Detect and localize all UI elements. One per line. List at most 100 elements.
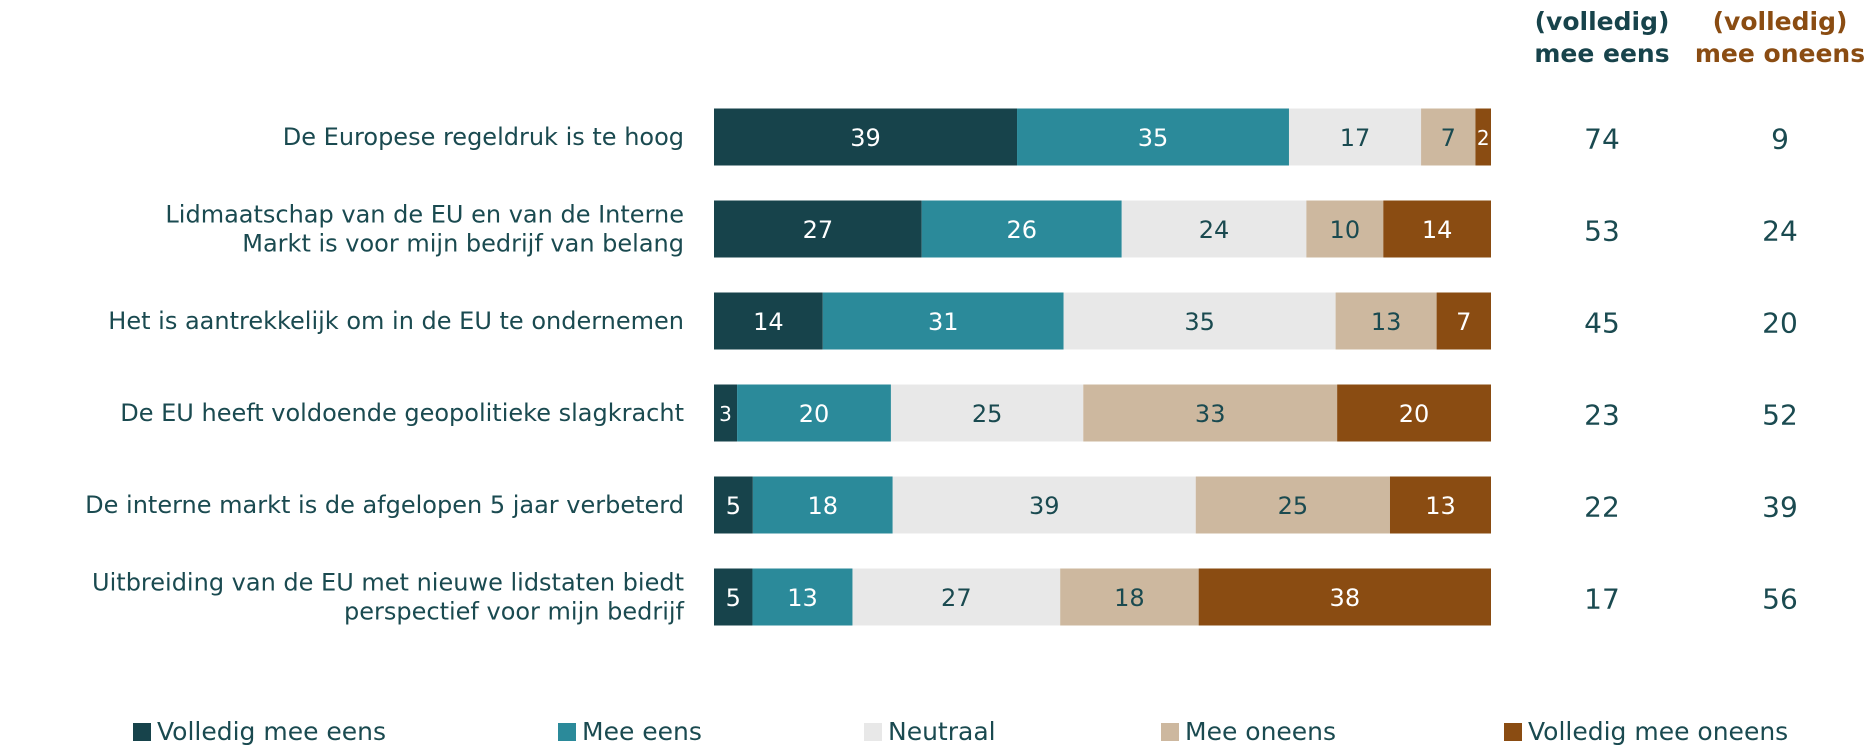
bar-segment <box>714 384 738 442</box>
bar-value-label: 33 <box>1195 400 1226 428</box>
bar-value-label: 18 <box>808 492 839 520</box>
summary-value: 24 <box>1762 215 1798 248</box>
bar-value-label: 39 <box>850 124 881 152</box>
bar-segment <box>1060 568 1199 626</box>
bar-segment <box>1198 568 1491 626</box>
bar-value-label: 13 <box>1425 492 1456 520</box>
bar-segment <box>714 476 753 534</box>
agree-header-line-2: mee eens <box>1534 39 1670 68</box>
summary-value: 22 <box>1584 491 1620 524</box>
category-label: De Europese regeldruk is te hoog <box>283 123 684 151</box>
bar-value-label: 31 <box>928 308 959 336</box>
bar-segment <box>714 568 753 626</box>
category-label: Uitbreiding van de EU met nieuwe lidstat… <box>92 569 684 597</box>
bar-value-label: 24 <box>1199 216 1230 244</box>
bar-segment <box>737 384 891 442</box>
bar-segment <box>921 200 1122 258</box>
summary-value: 39 <box>1762 491 1798 524</box>
bar-segment <box>1436 292 1491 350</box>
bar-value-label: 26 <box>1006 216 1037 244</box>
bar-value-label: 3 <box>719 402 732 426</box>
summary-value: 52 <box>1762 399 1798 432</box>
bar-segment <box>852 568 1061 626</box>
bar-segment <box>1335 292 1437 350</box>
bar-value-label: 17 <box>1340 124 1371 152</box>
bar-value-label: 14 <box>1422 216 1453 244</box>
summary-value: 74 <box>1584 123 1620 156</box>
legend-item-volledig-mee-oneens: Volledig mee oneens <box>1504 717 1788 746</box>
bar-segment <box>1195 476 1390 534</box>
bar-segment <box>822 292 1064 350</box>
bar-segment <box>1288 108 1422 166</box>
bar-value-label: 27 <box>941 584 972 612</box>
bar-segment <box>1306 200 1384 258</box>
agree-column-header: (volledig) mee eens <box>1502 6 1702 70</box>
category-label: De interne markt is de afgelopen 5 jaar … <box>85 491 684 519</box>
bar-segment <box>714 108 1018 166</box>
bar-segment <box>1337 384 1491 442</box>
bar-value-label: 14 <box>753 308 784 336</box>
bar-value-label: 39 <box>1029 492 1060 520</box>
chart-legend: Volledig mee eens Mee eens Neutraal Mee … <box>0 717 1873 747</box>
legend-item-mee-eens: Mee eens <box>558 717 702 746</box>
bar-segment <box>1383 200 1491 258</box>
stacked-bar-chart: De Europese regeldruk is te hoog 39 35 17 7 2… <box>85 108 1798 626</box>
summary-value: 17 <box>1584 583 1620 616</box>
category-label: Het is aantrekkelijk om in de EU te onde… <box>108 307 684 335</box>
legend-label: Neutraal <box>888 717 996 746</box>
legend-swatch <box>558 722 576 741</box>
bar-segment <box>1121 200 1307 258</box>
category-label: Lidmaatschap van de EU en van de Interne <box>165 201 684 229</box>
summary-value: 53 <box>1584 215 1620 248</box>
bar-segment <box>892 476 1196 534</box>
legend-item-mee-oneens: Mee oneens <box>1161 717 1336 746</box>
bar-segment <box>752 476 893 534</box>
legend-swatch <box>864 722 882 741</box>
category-label: perspectief voor mijn bedrijf <box>344 598 685 626</box>
summary-value: 20 <box>1762 307 1798 340</box>
bar-segment <box>714 200 922 258</box>
bar-value-label: 27 <box>803 216 834 244</box>
bar-segment <box>1083 384 1338 442</box>
bar-value-label: 20 <box>1399 400 1430 428</box>
bar-value-label: 7 <box>1441 124 1456 152</box>
summary-value: 23 <box>1584 399 1620 432</box>
bar-value-label: 13 <box>787 584 818 612</box>
bar-value-label: 25 <box>1278 492 1309 520</box>
disagree-header-line-2: mee oneens <box>1694 39 1866 68</box>
summary-value: 56 <box>1762 583 1798 616</box>
bar-value-label: 18 <box>1114 584 1145 612</box>
bar-value-label: 2 <box>1477 126 1490 150</box>
bar-value-label: 5 <box>726 584 741 612</box>
bar-segment <box>1421 108 1476 166</box>
bar-value-label: 25 <box>972 400 1003 428</box>
legend-label: Mee oneens <box>1185 717 1337 746</box>
legend-swatch <box>1504 722 1522 741</box>
disagree-header-line-1: (volledig) <box>1712 7 1848 36</box>
legend-label: Volledig mee oneens <box>1528 717 1789 746</box>
bar-segment <box>752 568 853 626</box>
legend-label: Volledig mee eens <box>157 717 387 746</box>
legend-item-neutraal: Neutraal <box>864 717 996 746</box>
summary-value: 9 <box>1771 123 1789 156</box>
bar-value-label: 38 <box>1330 584 1361 612</box>
bar-segment <box>1475 108 1491 166</box>
disagree-column-header: (volledig) mee oneens <box>1680 6 1873 70</box>
bar-segment <box>1063 292 1336 350</box>
bar-value-label: 5 <box>726 492 741 520</box>
category-label: De EU heeft voldoende geopolitieke slagk… <box>120 399 684 427</box>
category-label: Markt is voor mijn bedrijf van belang <box>242 230 684 258</box>
bar-value-label: 35 <box>1138 124 1169 152</box>
legend-swatch <box>1161 722 1179 741</box>
bar-value-label: 7 <box>1456 308 1471 336</box>
bar-value-label: 20 <box>799 400 830 428</box>
bar-value-label: 35 <box>1184 308 1215 336</box>
bar-segment <box>1017 108 1289 166</box>
bar-value-label: 10 <box>1330 216 1361 244</box>
legend-swatch <box>133 722 151 741</box>
bar-segment <box>890 384 1084 442</box>
bar-value-label: 13 <box>1371 308 1402 336</box>
legend-item-volledig-mee-eens: Volledig mee eens <box>133 717 386 746</box>
bar-segment <box>714 292 823 350</box>
bar-segment <box>1389 476 1491 534</box>
